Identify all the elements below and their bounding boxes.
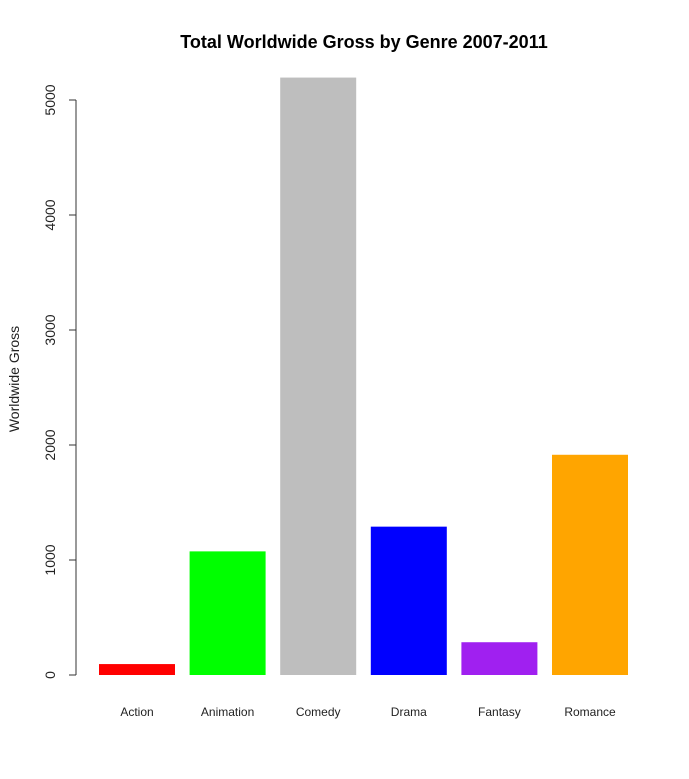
category-label: Action xyxy=(120,705,153,719)
y-axis-ticks: 0 1000 2000 3000 4000 5000 xyxy=(42,84,76,679)
bars xyxy=(99,77,628,675)
category-label: Drama xyxy=(391,705,427,719)
category-label: Fantasy xyxy=(478,705,521,719)
category-label: Animation xyxy=(201,705,254,719)
bar-drama xyxy=(370,526,447,675)
y-tick-label: 3000 xyxy=(42,314,58,345)
y-tick-label: 1000 xyxy=(42,544,58,575)
category-labels: Action Animation Comedy Drama Fantasy Romance xyxy=(120,705,616,719)
bar-romance xyxy=(552,454,628,675)
bar-animation xyxy=(189,551,266,675)
y-tick-label: 2000 xyxy=(42,429,58,460)
chart-title: Total Worldwide Gross by Genre 2007-2011 xyxy=(180,32,547,52)
y-tick-label: 0 xyxy=(42,671,58,679)
y-tick-label: 4000 xyxy=(42,199,58,230)
bar-comedy xyxy=(280,77,357,675)
category-label: Comedy xyxy=(296,705,341,719)
bar-action xyxy=(99,664,175,675)
y-tick-label: 5000 xyxy=(42,84,58,115)
y-axis-label: Worldwide Gross xyxy=(6,326,22,432)
category-label: Romance xyxy=(564,705,616,719)
bar-fantasy xyxy=(461,642,538,675)
